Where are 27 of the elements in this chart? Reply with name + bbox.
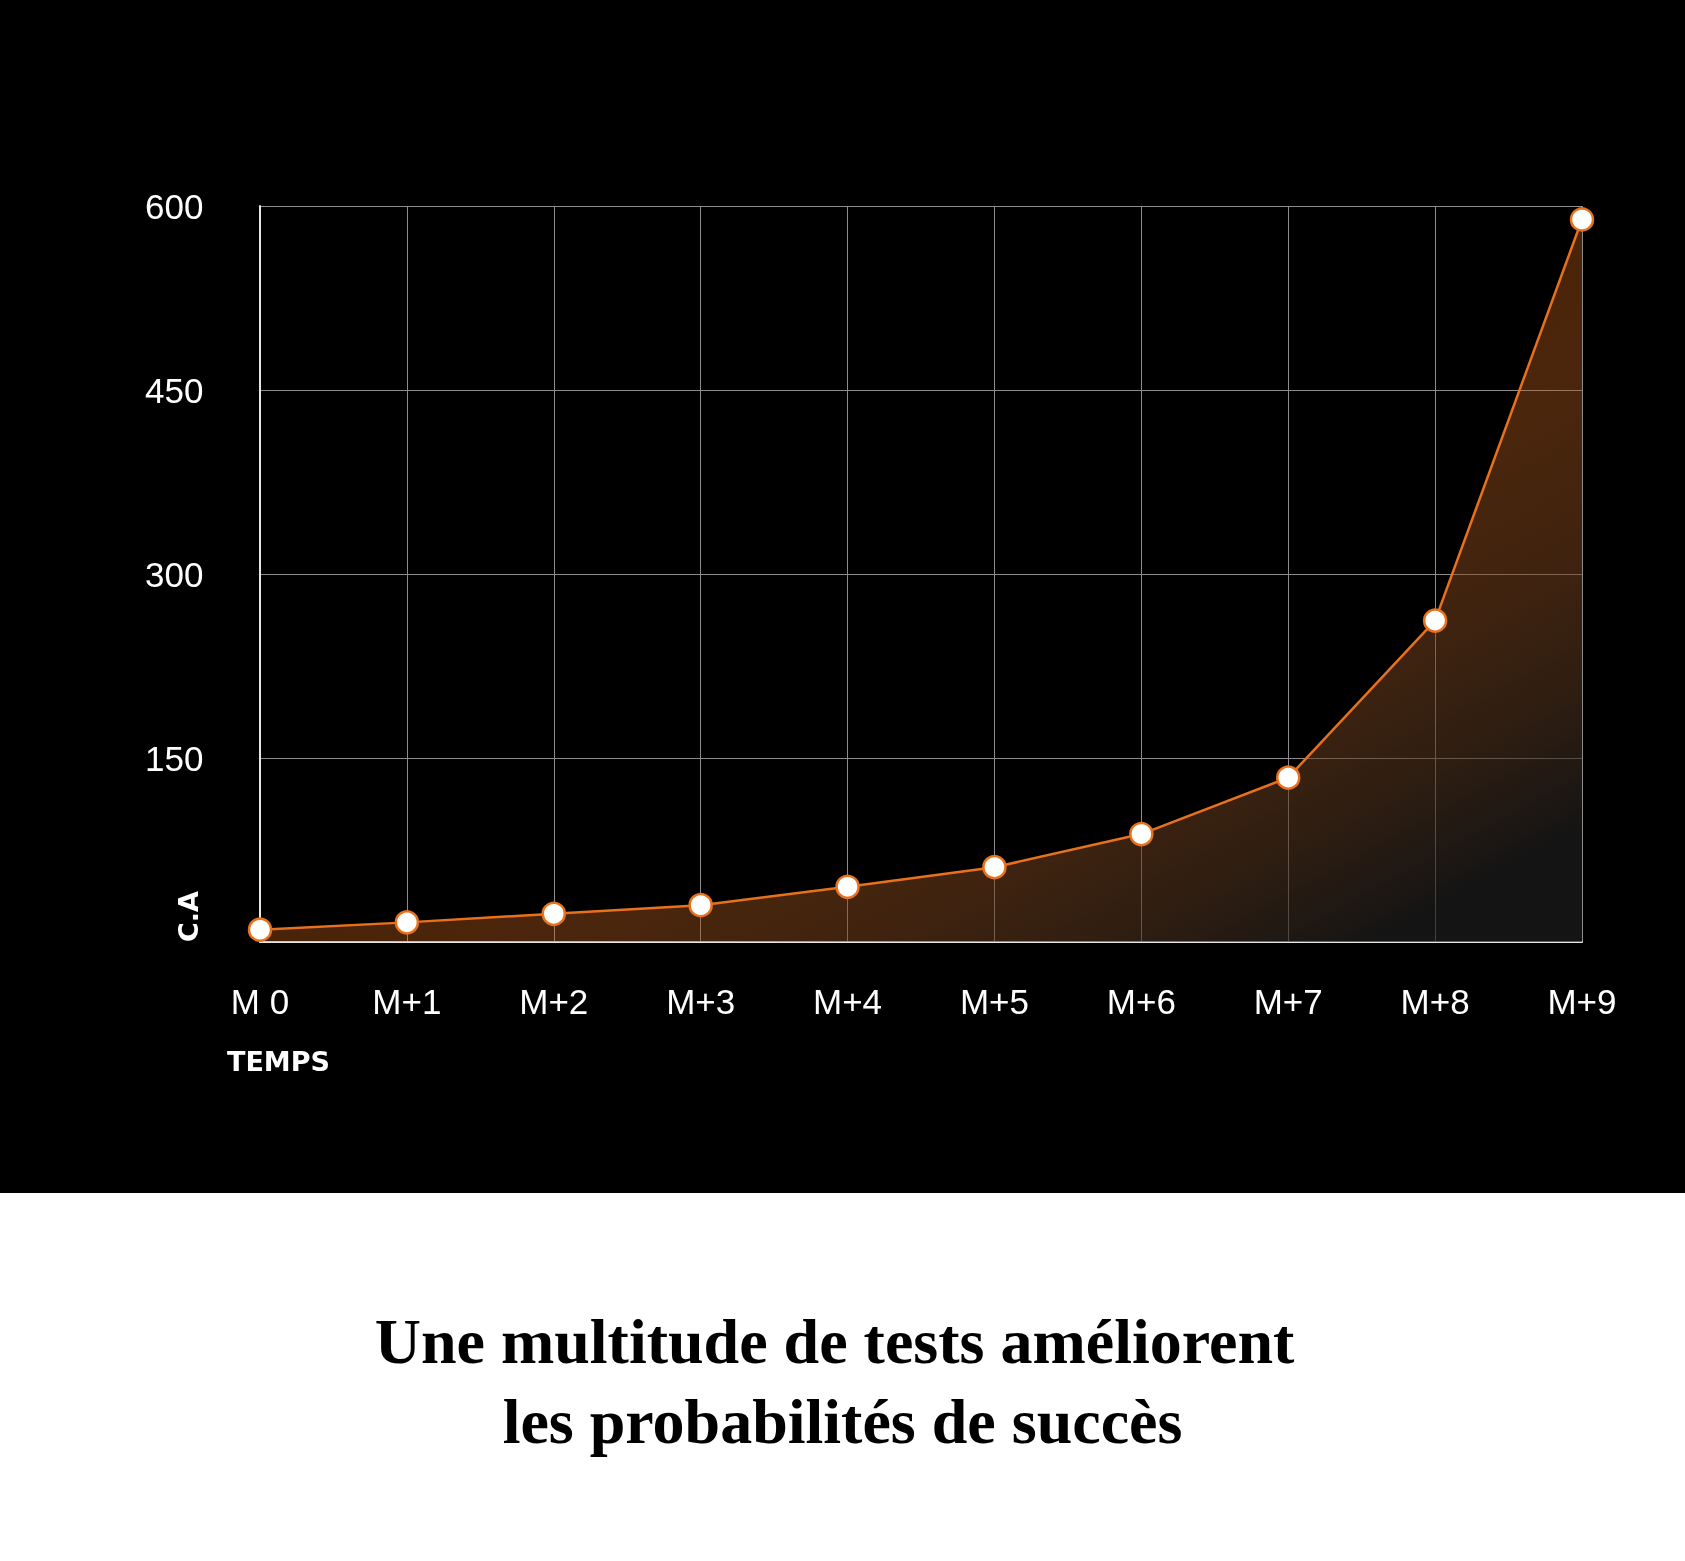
x-tick-label: M 0 [230, 982, 290, 1021]
x-tick-label: M+2 [519, 982, 589, 1021]
y-tick-label: 300 [145, 554, 204, 594]
point [982, 854, 1007, 880]
x-tick-label: M+4 [813, 982, 883, 1021]
x-tick-label: M+5 [959, 982, 1029, 1021]
point [1569, 207, 1595, 232]
point [541, 901, 567, 927]
point [688, 892, 713, 918]
y-tick-label: 150 [145, 738, 204, 778]
point [394, 910, 420, 935]
point [247, 917, 273, 942]
x-tick-label: M+1 [372, 982, 442, 1021]
y-tick-label: 600 [145, 186, 204, 226]
point [835, 874, 860, 900]
y-axis-title: C.A [173, 890, 204, 942]
x-tick-label: M+6 [1106, 982, 1176, 1021]
x-tick-label: M+3 [666, 982, 736, 1021]
text: Une multitude de tests améliorent les probabilités de succès [374, 1305, 1311, 1457]
x-axis-title: TEMPS [227, 1046, 330, 1077]
point [1129, 821, 1154, 847]
y-tick-label: 450 [145, 370, 204, 410]
x-tick-label: M+8 [1400, 982, 1470, 1021]
point [1275, 765, 1301, 790]
point [1422, 608, 1448, 633]
x-tick-label: M+7 [1253, 982, 1323, 1021]
x-tick-label: M+9 [1547, 982, 1617, 1021]
